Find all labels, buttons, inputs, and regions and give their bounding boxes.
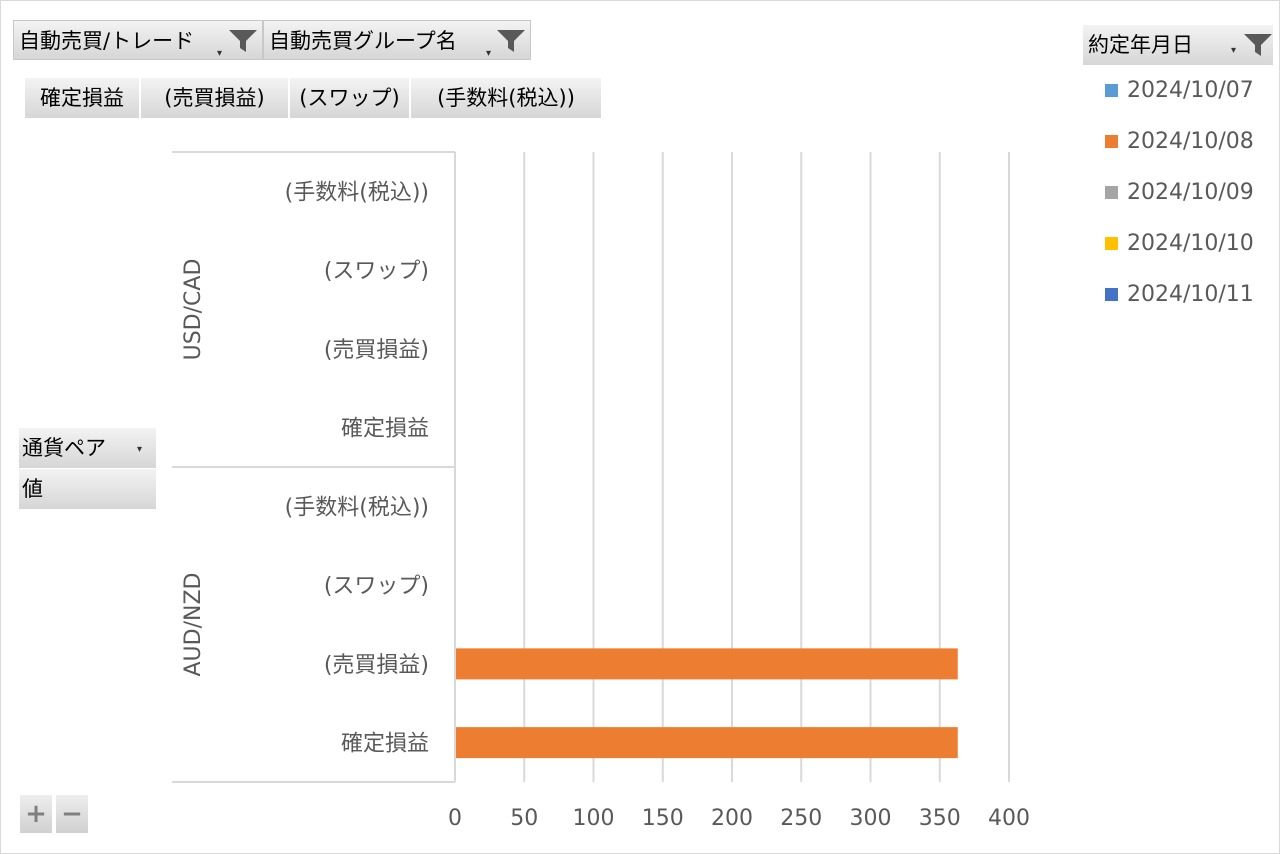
legend-swatch (1105, 288, 1118, 301)
category-label: (手数料(税込)) (285, 495, 429, 520)
legend-label: 2024/10/09 (1127, 180, 1254, 205)
group-label: USD/CAD (181, 259, 206, 361)
legend-title: 約定年月日 (1088, 33, 1193, 57)
legend-swatch (1105, 84, 1118, 97)
row-field-values[interactable]: 値 (19, 469, 156, 509)
bar (456, 727, 958, 759)
chevron-down-icon[interactable]: ▾ (486, 48, 492, 59)
category-label: (スワップ) (324, 574, 429, 599)
category-label: (手数料(税込)) (285, 180, 429, 205)
filter-funnel-icon[interactable] (496, 29, 526, 53)
filter-label-group-name: 自動売買グループ名 (269, 29, 457, 53)
legend-swatch (1105, 186, 1118, 199)
bar (456, 648, 958, 680)
legend-label: 2024/10/10 (1127, 231, 1254, 256)
x-tick-label: 100 (573, 806, 615, 831)
x-tick-label: 250 (780, 806, 822, 831)
value-field-realized-pl[interactable]: 確定損益 (25, 78, 140, 118)
group-label: AUD/NZD (181, 573, 206, 677)
chevron-down-icon[interactable]: ▾ (1231, 45, 1237, 56)
legend-filter-button[interactable]: 約定年月日 ▾ (1083, 25, 1273, 65)
row-field-currency-pair[interactable]: 通貨ペア ▾ (19, 428, 156, 468)
legend-label: 2024/10/08 (1127, 129, 1254, 154)
legend-label: 2024/10/11 (1127, 282, 1254, 307)
x-tick-label: 0 (448, 806, 462, 831)
collapse-field-button[interactable]: − (55, 794, 89, 834)
legend-swatch (1105, 237, 1118, 250)
expand-field-button[interactable]: + (19, 794, 53, 834)
x-tick-label: 300 (850, 806, 892, 831)
value-field-swap[interactable]: (スワップ) (290, 78, 410, 118)
x-tick-label: 350 (919, 806, 961, 831)
filter-label-trade-type: 自動売買/トレード (19, 29, 195, 53)
category-label: (スワップ) (324, 259, 429, 284)
category-label: 確定損益 (341, 417, 429, 442)
filter-button-group-name[interactable]: 自動売買グループ名 ▾ (263, 20, 531, 60)
category-label: 確定損益 (341, 732, 429, 757)
legend-swatch (1105, 135, 1118, 148)
value-field-commission[interactable]: (手数料(税込)) (411, 78, 602, 118)
row-field-values-label: 値 (22, 477, 43, 501)
x-tick-label: 150 (642, 806, 684, 831)
category-label: (売買損益) (324, 338, 429, 363)
x-tick-label: 200 (711, 806, 753, 831)
category-label: (売買損益) (324, 653, 429, 678)
chevron-down-icon[interactable]: ▾ (136, 444, 142, 455)
filter-funnel-icon[interactable] (1243, 33, 1273, 57)
chevron-down-icon[interactable]: ▾ (217, 48, 223, 59)
legend-label: 2024/10/07 (1127, 78, 1254, 103)
filter-funnel-icon[interactable] (228, 29, 258, 53)
value-field-trading-pl[interactable]: (売買損益) (141, 78, 289, 118)
filter-button-trade-type[interactable]: 自動売買/トレード ▾ (13, 20, 263, 60)
x-tick-label: 50 (510, 806, 538, 831)
x-tick-label: 400 (988, 806, 1030, 831)
row-field-currency-pair-label: 通貨ペア (22, 436, 106, 460)
